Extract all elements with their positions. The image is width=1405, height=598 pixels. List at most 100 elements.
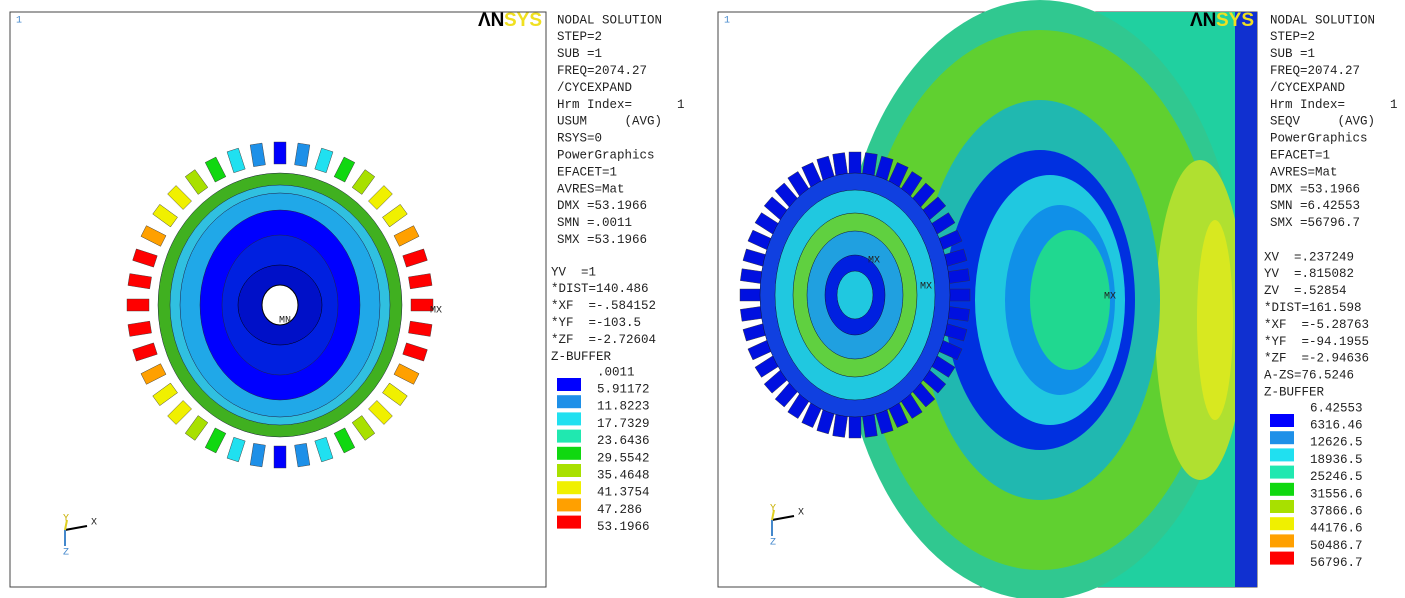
legend-swatch — [1270, 431, 1294, 445]
info-line: SMN =6.42553 — [1270, 199, 1360, 213]
gear-tooth — [249, 142, 266, 167]
gear-tooth — [393, 363, 420, 385]
info-line: SEQV (AVG) — [1270, 115, 1375, 129]
info-line: NODAL SOLUTION — [1270, 13, 1375, 27]
info-line: SMX =53.1966 — [557, 233, 647, 247]
info-line: STEP=2 — [557, 30, 602, 44]
info-line: AVRES=Mat — [557, 182, 625, 196]
gear-tooth — [249, 443, 266, 468]
info-line: Hrm Index= 1 — [1270, 98, 1398, 112]
legend-label: 37866.6 — [1310, 504, 1363, 518]
view-line: *ZF =-2.72604 — [551, 333, 656, 347]
info-line: USUM (AVG) — [557, 115, 662, 129]
gear-tooth — [368, 185, 393, 210]
view-line: A-ZS=76.5246 — [1264, 369, 1354, 383]
info-line: FREQ=2074.27 — [1270, 64, 1360, 78]
view-line: YV =1 — [551, 265, 596, 279]
gear-tooth — [408, 320, 433, 337]
gear-tooth — [351, 415, 376, 441]
legend-swatch — [557, 498, 581, 512]
legend-label: 31556.6 — [1310, 487, 1363, 501]
legend-swatch — [557, 412, 581, 426]
legend-swatch — [1270, 465, 1294, 479]
legend-label: 47.286 — [597, 503, 642, 517]
axis-label: Y — [770, 504, 776, 515]
info-line: /CYCEXPAND — [557, 81, 632, 95]
gear-tooth — [184, 415, 209, 441]
corner-number: 1 — [724, 16, 730, 27]
legend-swatch — [557, 446, 581, 460]
gear-tooth — [126, 298, 150, 312]
gear-tooth — [167, 400, 192, 425]
gear-tooth — [410, 298, 434, 312]
view-line: XV =.237249 — [1264, 250, 1354, 264]
gear-tooth — [368, 400, 393, 425]
legend-label: 44176.6 — [1310, 522, 1363, 536]
gear-tooth — [402, 342, 428, 362]
axis-label: Z — [63, 548, 69, 559]
gear-tooth — [132, 342, 158, 362]
legend-label: 25246.5 — [1310, 470, 1363, 484]
gear-tooth — [127, 273, 152, 290]
legend-label: 17.7329 — [597, 417, 650, 431]
gear-tooth — [167, 185, 192, 210]
legend-swatch — [1270, 448, 1294, 462]
legend-label: 29.5542 — [597, 451, 650, 465]
legend-swatch — [557, 429, 581, 443]
legend-swatch — [1270, 551, 1294, 565]
axis-line — [771, 509, 775, 521]
legend-label: 50486.7 — [1310, 539, 1363, 553]
legend-swatch — [1270, 500, 1294, 513]
legend-label: 12626.5 — [1310, 436, 1363, 450]
legend-swatch — [1270, 482, 1294, 496]
axis-line — [771, 515, 795, 521]
gear-tooth — [314, 436, 334, 463]
gear-tooth — [848, 413, 862, 439]
gear-tooth — [393, 225, 420, 247]
axis-label: Y — [63, 514, 69, 525]
gear-tooth — [273, 445, 287, 469]
logo: SYS — [1216, 10, 1254, 31]
legend-label: 56796.7 — [1310, 556, 1363, 570]
gear-tooth — [382, 204, 408, 228]
info-line: /CYCEXPAND — [1270, 81, 1345, 95]
logo: ΛN — [1190, 10, 1216, 31]
view-line: YV =.815082 — [1264, 267, 1354, 281]
info-line: AVRES=Mat — [1270, 165, 1338, 179]
view-line: ZV =.52854 — [1264, 284, 1347, 298]
info-line: STEP=2 — [1270, 30, 1315, 44]
legend-label: 5.91172 — [597, 382, 650, 396]
legend-label: 18936.5 — [1310, 453, 1363, 467]
legend-swatch — [557, 481, 581, 495]
view-line: Z-BUFFER — [551, 350, 612, 364]
gear-body — [836, 270, 874, 320]
gear-tooth — [314, 147, 334, 174]
view-line: *YF =-103.5 — [551, 316, 641, 330]
view-line: *XF =-5.28763 — [1264, 318, 1369, 332]
info-line: RSYS=0 — [557, 132, 602, 146]
gear-tooth — [127, 320, 152, 337]
info-line: DMX =53.1966 — [1270, 182, 1360, 196]
marker: MX — [920, 282, 932, 293]
info-line: EFACET=1 — [1270, 148, 1330, 162]
legend-swatch — [557, 464, 581, 477]
view-line: *DIST=161.598 — [1264, 301, 1362, 315]
gear-tooth — [402, 248, 428, 268]
gear-tooth — [226, 147, 246, 174]
legend-swatch — [557, 378, 581, 391]
marker: MN — [279, 316, 291, 327]
gear-tooth — [226, 436, 246, 463]
info-line: SMX =56796.7 — [1270, 216, 1360, 230]
info-line: Hrm Index= 1 — [557, 98, 685, 112]
corner-number: 1 — [16, 16, 22, 27]
view-line: Z-BUFFER — [1264, 385, 1325, 399]
info-line: SMN =.0011 — [557, 216, 632, 230]
info-line: EFACET=1 — [557, 165, 617, 179]
logo: ΛN — [478, 10, 504, 31]
legend-label: 6.42553 — [1310, 401, 1363, 415]
gear-hole — [261, 284, 299, 326]
legend-swatch — [557, 395, 581, 409]
logo: SYS — [504, 10, 542, 31]
gear-tooth — [140, 363, 167, 385]
gear-tooth — [204, 427, 227, 454]
